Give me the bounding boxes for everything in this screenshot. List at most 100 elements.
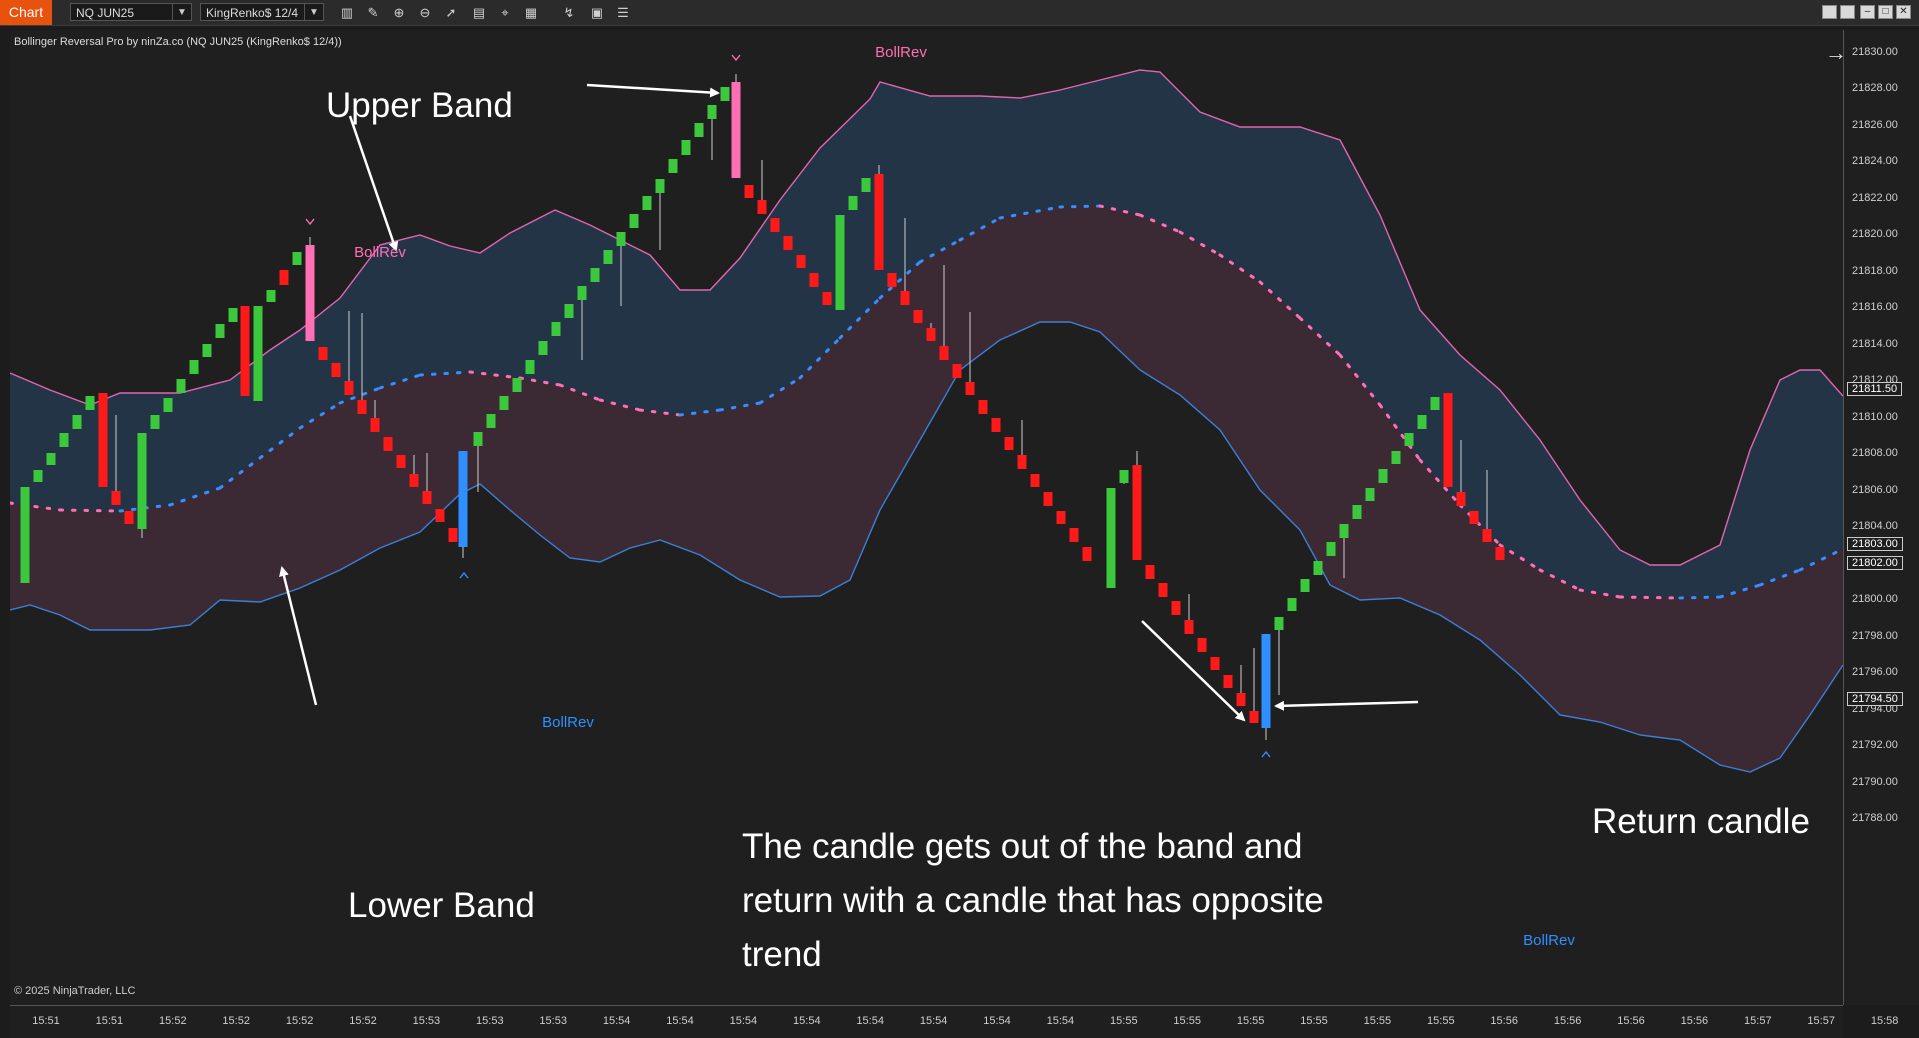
pointer-icon[interactable]: ➚ xyxy=(445,5,457,20)
time-tick-label: 15:51 xyxy=(95,1015,124,1027)
arrow-right-icon[interactable]: → xyxy=(1825,40,1843,65)
middle-band-dots xyxy=(1338,353,1382,407)
lower-band-annotation: Lower Band xyxy=(348,886,535,925)
price-tick-label: 21806.00 xyxy=(1852,483,1898,496)
bullish-candle xyxy=(85,396,95,410)
bullish-candle xyxy=(577,286,587,300)
bearish-candle xyxy=(331,363,341,377)
crosshair-icon[interactable]: ⌖ xyxy=(501,5,509,20)
bullish-candle xyxy=(20,487,30,583)
bearish-candle xyxy=(1184,620,1194,634)
bearish-candle xyxy=(926,328,936,341)
chart-toolbar: Chart NQ JUN25 ▼ KingRenko$ 12/4 ▼ ▥ ✎ ⊕… xyxy=(0,0,1919,26)
bullish-candle xyxy=(603,250,613,264)
annotation-arrow xyxy=(348,115,399,252)
price-marker: 21811.50 xyxy=(1847,382,1903,397)
maximize-icon[interactable]: □ xyxy=(1878,5,1893,19)
time-tick-label: 15:54 xyxy=(856,1015,884,1027)
price-tick-label: 21816.00 xyxy=(1852,301,1898,313)
price-marker: 21803.00 xyxy=(1847,537,1903,552)
bearish-candle xyxy=(1017,455,1027,469)
annotation-arrow xyxy=(1274,700,1419,711)
bullish-candle xyxy=(681,140,691,155)
price-tick-label: 21822.00 xyxy=(1852,191,1898,204)
pencil-icon[interactable]: ✎ xyxy=(367,5,379,20)
price-tick-label: 21814.00 xyxy=(1852,337,1898,350)
bullish-candle xyxy=(150,415,160,429)
bar-type-value: KingRenko$ 12/4 xyxy=(206,6,299,20)
restore-icon[interactable] xyxy=(1822,5,1837,19)
bullish-candle xyxy=(1430,397,1440,410)
list-icon[interactable]: ☰ xyxy=(617,5,629,20)
bearish-candle xyxy=(344,381,354,395)
bar-type-selector[interactable]: KingRenko$ 12/4 ▼ xyxy=(200,3,324,21)
price-tick-label: 21828.00 xyxy=(1852,82,1898,94)
upper-band-zone xyxy=(10,70,1843,598)
time-axis[interactable]: 15:51 15:51 15:52 15:52 15:52 15:52 15:53 15:53… xyxy=(10,1005,1898,1038)
bearish-candle xyxy=(124,511,134,524)
candles xyxy=(20,54,1505,758)
bearish-candle xyxy=(1069,528,1079,542)
price-tick-label: 21818.00 xyxy=(1852,264,1898,277)
lower-band-line xyxy=(10,321,1843,773)
bearish-candle xyxy=(913,310,923,323)
zoom-in-icon[interactable]: ⊕ xyxy=(393,5,405,20)
bearish-candle xyxy=(952,364,962,378)
chart-tab[interactable]: Chart xyxy=(0,0,52,25)
time-tick-label: 15:55 xyxy=(1363,1015,1392,1027)
tile-icon[interactable] xyxy=(1840,5,1855,19)
data-box-icon[interactable]: ▤ xyxy=(472,5,486,20)
middle-band-dots xyxy=(1378,403,1422,462)
annotation-arrow xyxy=(279,566,318,706)
zoom-out-icon[interactable]: ⊖ xyxy=(419,5,431,20)
bullish-candle xyxy=(642,196,652,210)
middle-band-dots xyxy=(218,456,262,490)
copyright-text: © 2025 NinjaTrader, LLC xyxy=(14,985,136,997)
price-tick-label: 21820.00 xyxy=(1852,228,1898,240)
chart-plot-area[interactable]: Bollinger Reversal Pro by ninZa.co (NQ J… xyxy=(10,30,1843,1005)
time-tick-label: 15:54 xyxy=(793,1015,821,1027)
close-icon[interactable]: ✕ xyxy=(1896,5,1911,19)
bearish-candle xyxy=(396,455,406,468)
time-tick-label: 15:55 xyxy=(1236,1015,1265,1027)
time-tick-label: 15:55 xyxy=(1110,1015,1138,1027)
bearish-candle xyxy=(1443,393,1453,487)
middle-band-dots xyxy=(1138,213,1182,234)
properties-icon[interactable]: ▦ xyxy=(524,5,538,20)
time-tick-label: 15:54 xyxy=(1046,1015,1075,1027)
time-tick-label: 15:56 xyxy=(1680,1015,1709,1027)
middle-band-dots xyxy=(1178,230,1222,257)
minimize-icon[interactable]: – xyxy=(1860,5,1875,19)
price-tick-label: 21798.00 xyxy=(1852,629,1898,642)
middle-band-dots xyxy=(418,370,472,377)
strategy-icon[interactable]: ↯ xyxy=(563,5,575,20)
instrument-selector[interactable]: NQ JUN25 ▼ xyxy=(70,3,192,21)
indicator-icon[interactable]: ▣ xyxy=(590,5,604,20)
annotation-arrows xyxy=(279,83,1419,722)
bullish-candle xyxy=(835,215,845,310)
band-zones xyxy=(10,70,1843,772)
middle-band-dots xyxy=(758,376,802,405)
bullish-candle xyxy=(1404,433,1414,446)
bullish-candle xyxy=(861,178,871,192)
bullish-candle xyxy=(1417,415,1427,429)
bar-style-icon[interactable]: ▥ xyxy=(340,5,354,20)
annotation-arrow xyxy=(586,83,720,98)
time-tick-label: 15:53 xyxy=(412,1015,441,1027)
left-edge xyxy=(0,26,10,1037)
bearish-candle xyxy=(448,528,458,542)
bearish-candle xyxy=(1043,492,1053,506)
time-tick-label: 15:54 xyxy=(983,1015,1011,1027)
price-tick-label: 21796.00 xyxy=(1852,666,1898,678)
bearish-candle xyxy=(822,292,832,305)
chart-canvas xyxy=(10,54,1843,773)
bullish-candle xyxy=(215,324,225,338)
bullish-candle xyxy=(655,179,665,193)
price-axis[interactable]: 21830.00 21828.00 21826.00 21824.00 21822.00… xyxy=(1843,30,1919,1005)
bullish-candle xyxy=(189,360,199,374)
bearish-candle xyxy=(1482,529,1492,542)
time-tick-label: 15:57 xyxy=(1807,1015,1835,1027)
bullish-candle xyxy=(176,379,186,393)
price-tick-label: 21826.00 xyxy=(1852,118,1898,131)
price-tick-label: 21788.00 xyxy=(1852,812,1898,824)
